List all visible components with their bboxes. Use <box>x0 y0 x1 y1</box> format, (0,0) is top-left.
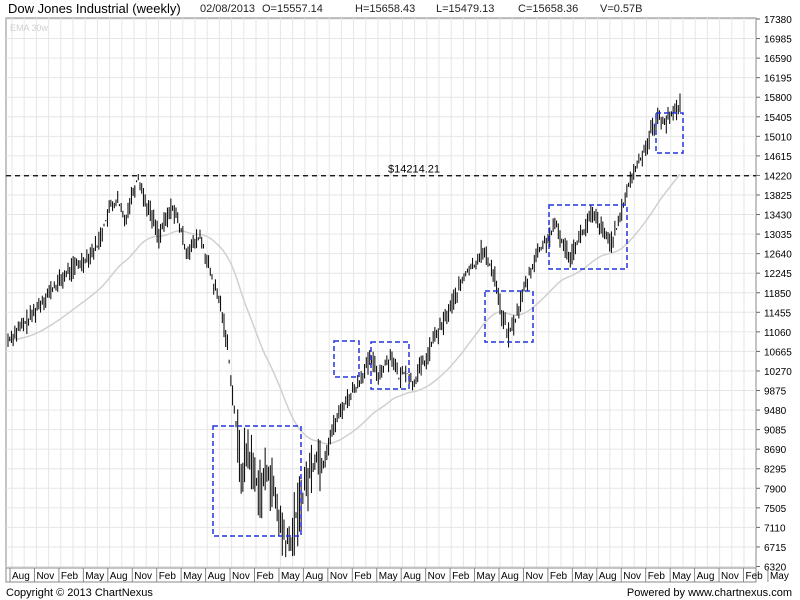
close-value: C=15658.36 <box>518 3 579 15</box>
y-tick-label: 13430 <box>764 211 792 222</box>
x-tick-label: Aug <box>403 571 421 582</box>
highlight-box <box>212 425 302 537</box>
volume-value: V=0.57B <box>600 3 643 15</box>
high-value: H=15658.43 <box>355 3 416 15</box>
highlight-box <box>548 204 628 270</box>
x-tick-label: Aug <box>12 571 30 582</box>
y-tick-label: 15010 <box>764 132 792 143</box>
x-tick-label: Nov <box>36 571 54 582</box>
quote-date: 02/08/2013 <box>200 3 256 15</box>
y-tick-label: 6715 <box>764 543 787 554</box>
low-value: L=15479.13 <box>436 3 495 15</box>
x-tick-label: Nov <box>721 571 739 582</box>
x-tick-label: Nov <box>428 571 446 582</box>
x-tick-label: Feb <box>159 571 177 582</box>
x-tick-label: Nov <box>330 571 348 582</box>
x-tick-label: May <box>477 571 496 582</box>
y-tick-label: 16195 <box>764 74 792 85</box>
price-chart[interactable]: 17380 16985 16590 16195 15800 15405 15010 14615… <box>0 0 800 586</box>
y-tick-label: 12245 <box>764 269 792 280</box>
x-tick-label: May <box>85 571 104 582</box>
x-tick-label: Aug <box>501 571 519 582</box>
y-tick-label: 10665 <box>764 347 792 358</box>
x-tick-label: Aug <box>697 571 715 582</box>
y-tick-label: 6320 <box>764 563 787 574</box>
x-tick-label: Nov <box>134 571 152 582</box>
x-tick-label: Feb <box>648 571 666 582</box>
y-tick-label: 15405 <box>764 113 792 124</box>
y-tick-label: 13825 <box>764 191 792 202</box>
y-tick-label: 10270 <box>764 367 792 378</box>
x-tick-label: Nov <box>232 571 250 582</box>
x-tick-label: Feb <box>257 571 275 582</box>
x-tick-label: Feb <box>61 571 79 582</box>
x-tick-label: May <box>183 571 202 582</box>
x-tick-label: Aug <box>599 571 617 582</box>
y-tick-label: 11060 <box>764 328 792 339</box>
x-tick-label: Aug <box>305 571 323 582</box>
x-tick-label: Aug <box>208 571 226 582</box>
x-tick-label: Feb <box>550 571 568 582</box>
x-tick-label: May <box>281 571 300 582</box>
y-tick-label: 14220 <box>764 171 792 182</box>
x-tick-label: Feb <box>452 571 470 582</box>
x-tick-label: Feb <box>354 571 372 582</box>
chart-header: Dow Jones Industrial (weekly) 02/08/2013… <box>0 0 800 18</box>
y-tick-label: 8295 <box>764 465 787 476</box>
y-tick-label: 17380 <box>764 15 792 26</box>
x-tick-label: May <box>379 571 398 582</box>
highlight-box <box>370 341 410 390</box>
copyright-text: Copyright © 2013 ChartNexus <box>6 587 153 599</box>
highlight-box <box>484 290 534 343</box>
x-axis-band <box>5 567 757 583</box>
ema-line <box>7 173 681 445</box>
y-tick-label: 8690 <box>764 445 787 456</box>
y-tick-label: 9875 <box>764 387 787 398</box>
x-tick-label: May <box>770 571 789 582</box>
y-tick-label: 16590 <box>764 54 792 65</box>
reference-line-label: $14214.21 <box>388 164 440 176</box>
x-tick-label: Feb <box>746 571 764 582</box>
chart-footer: Copyright © 2013 ChartNexus Powered by w… <box>0 586 800 600</box>
x-tick-label: Nov <box>525 571 543 582</box>
x-tick-label: Nov <box>623 571 641 582</box>
highlight-box <box>655 112 684 154</box>
x-tick-label: Aug <box>110 571 128 582</box>
y-tick-label: 9480 <box>764 406 787 417</box>
y-tick-label: 13035 <box>764 230 792 241</box>
y-tick-label: 15800 <box>764 93 792 104</box>
chart-title: Dow Jones Industrial (weekly) <box>8 1 181 16</box>
open-value: O=15557.14 <box>262 3 323 15</box>
y-tick-label: 16985 <box>764 35 792 46</box>
y-tick-label: 7505 <box>764 504 787 515</box>
y-tick-label: 11850 <box>764 289 792 300</box>
y-tick-label: 12640 <box>764 250 792 261</box>
y-tick-label: 7110 <box>764 523 786 534</box>
highlight-box <box>333 340 360 378</box>
y-tick-label: 14615 <box>764 152 792 163</box>
y-tick-label: 9085 <box>764 426 787 437</box>
x-tick-label: May <box>574 571 593 582</box>
y-tick-label: 11455 <box>764 308 792 319</box>
powered-by-text: Powered by www.chartnexus.com <box>626 587 792 599</box>
y-tick-label: 7900 <box>764 484 787 495</box>
ema-legend: EMA 30w <box>10 23 49 33</box>
x-tick-label: May <box>672 571 691 582</box>
